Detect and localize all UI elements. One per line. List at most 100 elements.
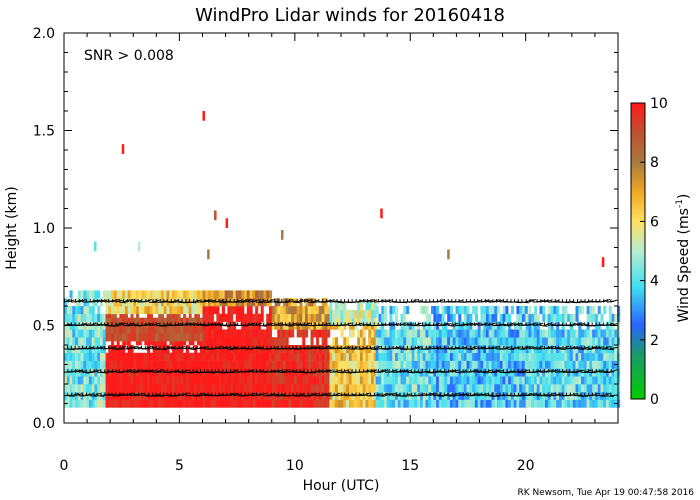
heatmap-cell (449, 352, 454, 361)
heatmap-cell (371, 302, 375, 311)
wind-barb-flag (562, 345, 564, 350)
wind-barb-flag (148, 345, 150, 349)
wind-barb-flag (366, 369, 368, 373)
heatmap-cell (205, 313, 209, 322)
heatmap-cell (75, 329, 79, 338)
heatmap-cell (86, 399, 90, 408)
heatmap-cell (69, 352, 73, 361)
heatmap-cell (304, 360, 309, 369)
heatmap-cell (219, 399, 223, 408)
heatmap-cell (608, 329, 612, 338)
heatmap-cell (346, 376, 350, 385)
scattered-cell (280, 229, 284, 240)
heatmap-cell (589, 337, 593, 346)
heatmap-cell (302, 352, 306, 361)
heatmap-cell (97, 313, 101, 322)
wind-barb-flag (381, 299, 383, 303)
heatmap-cell (210, 376, 214, 385)
heatmap-cell (160, 325, 165, 334)
heatmap-cell (389, 313, 393, 322)
wind-barb (385, 392, 392, 397)
heatmap-cell (531, 345, 535, 354)
heatmap-cell (299, 384, 303, 393)
heatmap-cell (180, 325, 184, 334)
colorbar-tick-label: 2 (650, 333, 659, 349)
wind-barb-flag (307, 345, 309, 349)
heatmap-cell (160, 352, 165, 361)
wind-barb-flag (458, 345, 461, 349)
heatmap-cell (441, 376, 445, 385)
heatmap-cell (282, 313, 286, 322)
wind-barb-flag (362, 392, 365, 396)
wind-barb (470, 369, 478, 373)
wind-barb-flag (521, 369, 524, 373)
heatmap-cell (72, 399, 76, 408)
heatmap-cell (172, 384, 176, 393)
heatmap-cell (553, 345, 557, 354)
heatmap-cell (400, 368, 404, 377)
heatmap-cell (183, 368, 187, 377)
heatmap-cell (69, 399, 73, 408)
wind-barb-flag (70, 392, 73, 396)
heatmap-cell (533, 352, 538, 361)
wind-barb-flag (484, 369, 487, 373)
wind-barb (525, 299, 533, 303)
wind-barb-flag (503, 345, 505, 349)
heatmap-cell (519, 376, 523, 385)
heatmap-cell (271, 376, 275, 385)
heatmap-cell (332, 337, 336, 346)
heatmap-cell (163, 290, 167, 299)
heatmap-cell (499, 337, 503, 346)
wind-barb (222, 325, 230, 327)
heatmap-cell (351, 352, 355, 361)
heatmap-cell (144, 399, 148, 408)
heatmap-cell (169, 306, 173, 315)
wind-barb-flag (528, 392, 531, 396)
wind-barb-flag (576, 322, 579, 326)
heatmap-cell (600, 313, 604, 322)
heatmap-cell (147, 360, 151, 369)
heatmap-cell (400, 337, 404, 346)
heatmap-cell (545, 360, 549, 369)
heatmap-cell (230, 384, 234, 393)
heatmap-cell (268, 376, 273, 385)
heatmap-cell (122, 352, 126, 361)
heatmap-cell (199, 360, 203, 369)
wind-barb-flag (462, 392, 464, 396)
heatmap-cell (497, 306, 501, 315)
heatmap-cell (397, 345, 401, 354)
heatmap-cell (508, 399, 512, 408)
colorbar-tick-label: 10 (650, 96, 668, 112)
heatmap-cell (611, 384, 615, 393)
heatmap-cell (266, 399, 270, 408)
heatmap-cell (438, 329, 442, 338)
heatmap-cell (508, 313, 512, 322)
heatmap-cell (452, 384, 456, 393)
wind-barb-flag (314, 345, 317, 349)
heatmap-cell (510, 306, 514, 315)
wind-barb (178, 371, 186, 374)
heatmap-cell (499, 384, 503, 393)
heatmap-cell (438, 360, 442, 369)
heatmap-cell (246, 337, 250, 346)
heatmap-cell (80, 360, 84, 369)
heatmap-cell (291, 399, 295, 408)
heatmap-cell (461, 384, 465, 393)
heatmap-cell (485, 337, 490, 346)
heatmap-cell (600, 384, 604, 393)
heatmap-cell (441, 360, 445, 369)
wind-barb-flag (311, 345, 313, 349)
heatmap-cell (392, 384, 396, 393)
heatmap-cell (216, 329, 220, 338)
heatmap-cell (316, 313, 320, 322)
heatmap-cell (569, 337, 574, 346)
heatmap-cell (397, 329, 401, 338)
heatmap-cell (199, 352, 203, 361)
heatmap-cell (499, 360, 503, 369)
wind-barb (543, 369, 551, 373)
heatmap-cell (230, 290, 234, 299)
heatmap-cell (216, 306, 220, 315)
heatmap-cell (458, 352, 462, 361)
heatmap-cell (235, 391, 239, 400)
heatmap-cell (603, 399, 607, 408)
